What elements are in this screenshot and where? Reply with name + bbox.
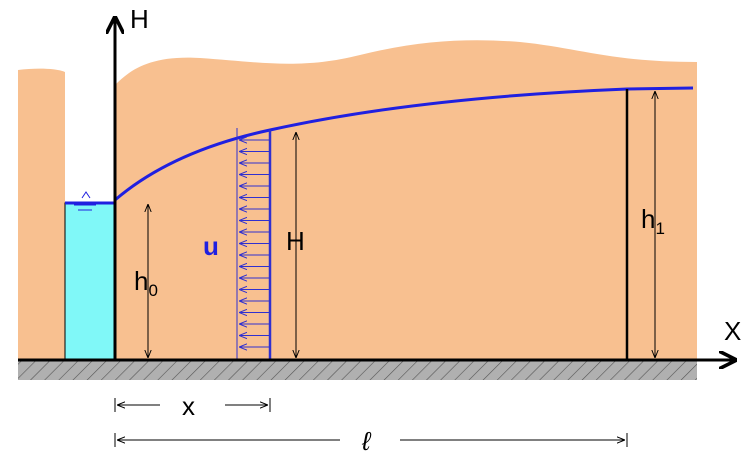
h-axis-label: H (130, 4, 149, 34)
length-dimension (115, 433, 627, 447)
soil-left (18, 69, 65, 360)
h0-base: h (134, 266, 148, 296)
x-axis-label: X (724, 316, 741, 346)
ground (18, 360, 697, 380)
length-label: ℓ (361, 426, 372, 456)
diagram: H X u H h0 h1 x ℓ (0, 0, 748, 458)
ditch-water (65, 203, 115, 360)
distance-label: x (182, 391, 195, 421)
velocity-label: u (203, 231, 219, 261)
height-label: H (286, 226, 305, 256)
h1-sub: 1 (655, 219, 664, 238)
soil-main (115, 40, 697, 360)
h1-base: h (641, 204, 655, 234)
h0-sub: 0 (148, 281, 157, 300)
